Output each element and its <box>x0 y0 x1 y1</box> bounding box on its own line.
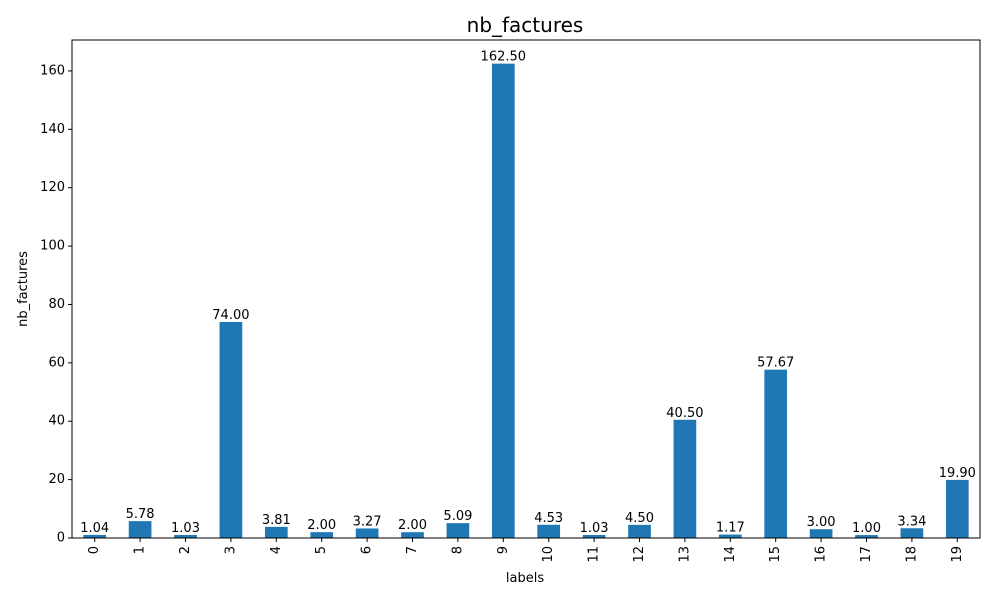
data-label-2: 1.03 <box>171 521 200 536</box>
x-tick-label-6: 6 <box>360 546 375 554</box>
data-label-17: 1.00 <box>852 521 881 536</box>
data-label-19: 19.90 <box>939 466 976 481</box>
y-tick-label-80: 80 <box>48 297 65 312</box>
y-tick-label-0: 0 <box>57 531 65 546</box>
x-tick-label-9: 9 <box>496 546 511 554</box>
bar-8 <box>446 523 470 538</box>
y-tick-label-140: 140 <box>40 122 65 137</box>
y-axis: 0 20 40 60 80 100 120 140 160 <box>40 63 72 546</box>
x-tick-label-7: 7 <box>405 546 420 554</box>
bar-17 <box>855 535 878 538</box>
bar-14 <box>718 534 742 538</box>
x-tick-label-11: 11 <box>587 546 602 563</box>
bar-2 <box>174 534 197 538</box>
bar-0 <box>83 534 107 538</box>
bar-15 <box>764 369 788 538</box>
data-label-5: 2.00 <box>307 518 336 533</box>
y-axis-title: nb_factures <box>16 251 31 327</box>
data-label-15: 57.67 <box>757 356 794 371</box>
bar-1 <box>128 521 152 538</box>
x-tick-label-3: 3 <box>223 546 238 554</box>
bar-18 <box>900 528 924 538</box>
x-tick-label-18: 18 <box>904 546 919 563</box>
data-label-12: 4.50 <box>625 511 654 526</box>
bar-10 <box>537 524 561 538</box>
data-label-7: 2.00 <box>398 518 427 533</box>
bars-group <box>83 63 969 539</box>
data-label-6: 3.27 <box>353 514 382 529</box>
bar-19 <box>945 479 969 538</box>
x-axis-title: labels <box>506 571 544 586</box>
data-label-8: 5.09 <box>443 509 472 524</box>
value-labels-group: 1.04 5.78 1.03 74.00 3.81 2.00 3.27 2.00 5.09 162… <box>80 50 976 536</box>
x-tick-label-19: 19 <box>950 546 965 563</box>
x-tick-label-16: 16 <box>814 546 829 563</box>
data-label-10: 4.53 <box>534 511 563 526</box>
y-tick-label-20: 20 <box>48 472 65 487</box>
x-tick-label-12: 12 <box>632 546 647 563</box>
data-label-11: 1.03 <box>580 521 609 536</box>
plot-frame <box>71 39 981 539</box>
y-tick-label-40: 40 <box>48 414 65 429</box>
chart-title: nb_factures <box>467 13 584 37</box>
data-label-9: 162.50 <box>481 50 527 65</box>
bar-3 <box>219 321 243 538</box>
bar-13 <box>673 419 697 538</box>
bar-5 <box>310 532 334 538</box>
x-tick-label-2: 2 <box>178 546 193 554</box>
x-tick-label-10: 10 <box>541 546 556 563</box>
data-label-4: 3.81 <box>262 513 291 528</box>
bar-6 <box>355 528 379 538</box>
x-tick-label-5: 5 <box>314 546 329 554</box>
data-label-0: 1.04 <box>80 521 109 536</box>
x-tick-label-4: 4 <box>269 546 284 554</box>
data-label-1: 5.78 <box>126 507 155 522</box>
x-tick-label-0: 0 <box>87 546 102 554</box>
y-tick-label-60: 60 <box>48 355 65 370</box>
data-label-16: 3.00 <box>807 515 836 530</box>
x-tick-label-8: 8 <box>450 546 465 554</box>
bar-11 <box>582 534 606 538</box>
bar-16 <box>809 529 833 538</box>
x-tick-label-17: 17 <box>859 546 874 563</box>
data-label-14: 1.17 <box>716 521 745 536</box>
y-tick-label-100: 100 <box>40 239 65 254</box>
x-tick-label-13: 13 <box>677 546 692 563</box>
y-tick-label-160: 160 <box>40 63 65 78</box>
data-label-3: 74.00 <box>212 308 249 323</box>
x-tick-label-1: 1 <box>133 546 148 554</box>
bar-12 <box>628 524 651 538</box>
x-axis: 0 1 2 3 4 5 6 7 8 9 10 11 12 13 14 15 16 17 18 19 <box>87 538 965 563</box>
bar-9 <box>491 63 515 539</box>
bar-4 <box>264 526 288 538</box>
x-tick-label-15: 15 <box>768 546 783 563</box>
bar-7 <box>401 532 424 538</box>
data-label-18: 3.34 <box>897 514 926 529</box>
y-tick-label-120: 120 <box>40 180 65 195</box>
x-tick-label-14: 14 <box>723 546 738 563</box>
data-label-13: 40.50 <box>666 406 703 421</box>
